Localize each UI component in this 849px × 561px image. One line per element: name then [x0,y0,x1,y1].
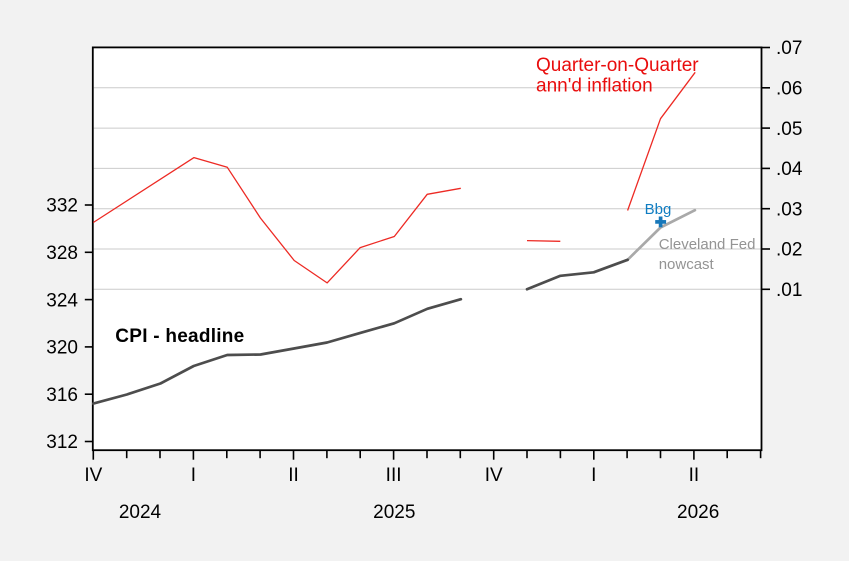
svg-text:.03: .03 [776,199,802,220]
svg-text:Quarter-on-Quarter: Quarter-on-Quarter [536,55,699,76]
svg-text:III: III [386,465,402,486]
svg-text:CPI - headline: CPI - headline [115,326,244,347]
svg-text:I: I [591,465,596,486]
svg-text:2026: 2026 [677,502,719,523]
svg-text:.06: .06 [776,79,802,100]
svg-text:2024: 2024 [119,502,162,523]
svg-text:Bbg: Bbg [645,201,672,218]
svg-text:.04: .04 [776,159,803,180]
svg-text:IV: IV [485,465,503,486]
svg-text:I: I [191,465,196,486]
svg-text:nowcast: nowcast [659,256,715,273]
svg-text:2025: 2025 [373,502,415,523]
svg-text:332: 332 [46,196,78,217]
svg-text:.05: .05 [776,119,802,140]
svg-text:II: II [689,465,700,486]
svg-text:ann'd inflation: ann'd inflation [536,76,653,97]
svg-text:328: 328 [46,243,78,264]
svg-text:IV: IV [84,465,102,486]
svg-text:.01: .01 [776,280,802,301]
svg-text:324: 324 [46,290,78,311]
svg-text:II: II [288,465,299,486]
svg-text:.02: .02 [776,240,802,261]
svg-text:Cleveland Fed: Cleveland Fed [659,236,756,253]
svg-text:.07: .07 [776,38,802,59]
svg-text:312: 312 [46,432,78,453]
svg-text:320: 320 [46,338,78,359]
svg-text:316: 316 [46,385,78,406]
